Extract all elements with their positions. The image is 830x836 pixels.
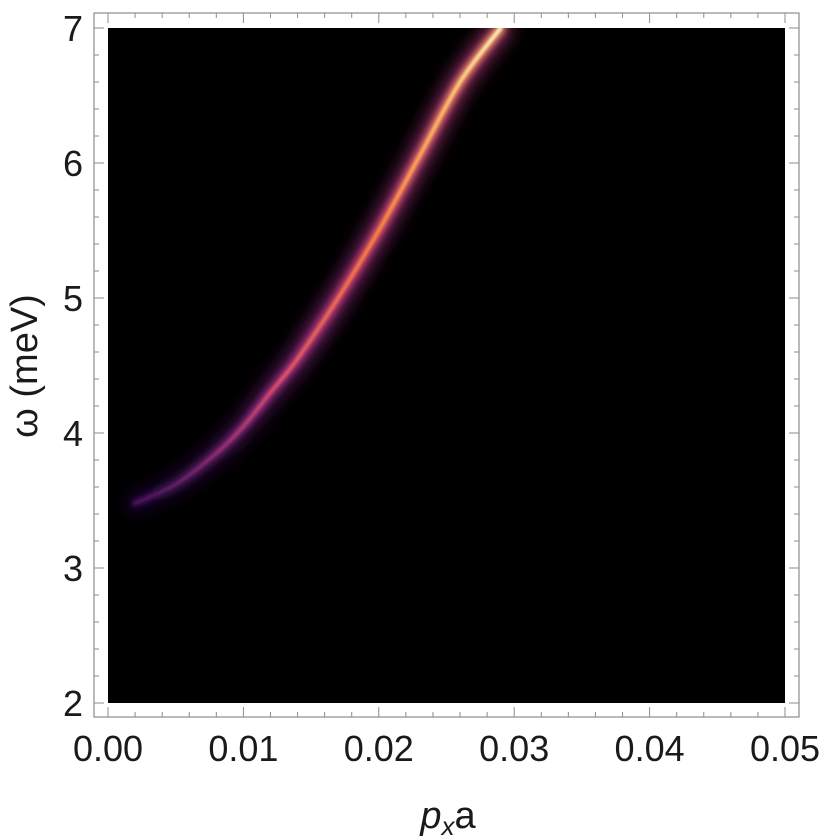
y-axis-ticks (94, 27, 799, 704)
y-tick-label: 6 (63, 143, 83, 184)
x-tick-label: 0.03 (479, 728, 549, 769)
x-tick-label: 0.05 (750, 728, 820, 769)
x-tick-label: 0.02 (344, 728, 414, 769)
x-axis-tick-labels: 0.00 0.01 0.02 0.03 0.04 0.05 (73, 728, 820, 769)
x-tick-label: 0.00 (73, 728, 143, 769)
dispersion-ridge (125, 28, 511, 514)
x-axis-label-tail: a (455, 795, 477, 836)
y-tick-label: 3 (63, 548, 83, 589)
y-tick-label: 4 (63, 413, 83, 454)
x-axis-label-subscript: x (440, 811, 456, 836)
y-axis-label: ω (meV) (4, 294, 46, 438)
plot-frame (93, 12, 800, 718)
x-tick-label: 0.01 (208, 728, 278, 769)
x-tick-label: 0.04 (615, 728, 685, 769)
y-axis-tick-labels: 2 3 4 5 6 7 (63, 8, 83, 724)
y-tick-label: 5 (63, 278, 83, 319)
ridge-core (133, 28, 503, 505)
x-axis-label: pxa (419, 795, 476, 836)
y-tick-label: 7 (63, 8, 83, 49)
heatmap-background (108, 28, 785, 703)
x-axis-ticks (107, 13, 786, 717)
x-axis-label-main: p (419, 795, 441, 836)
y-tick-label: 2 (63, 683, 83, 724)
